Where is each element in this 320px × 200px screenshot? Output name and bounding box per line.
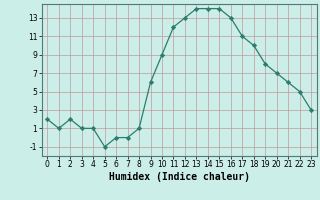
X-axis label: Humidex (Indice chaleur): Humidex (Indice chaleur)	[109, 172, 250, 182]
